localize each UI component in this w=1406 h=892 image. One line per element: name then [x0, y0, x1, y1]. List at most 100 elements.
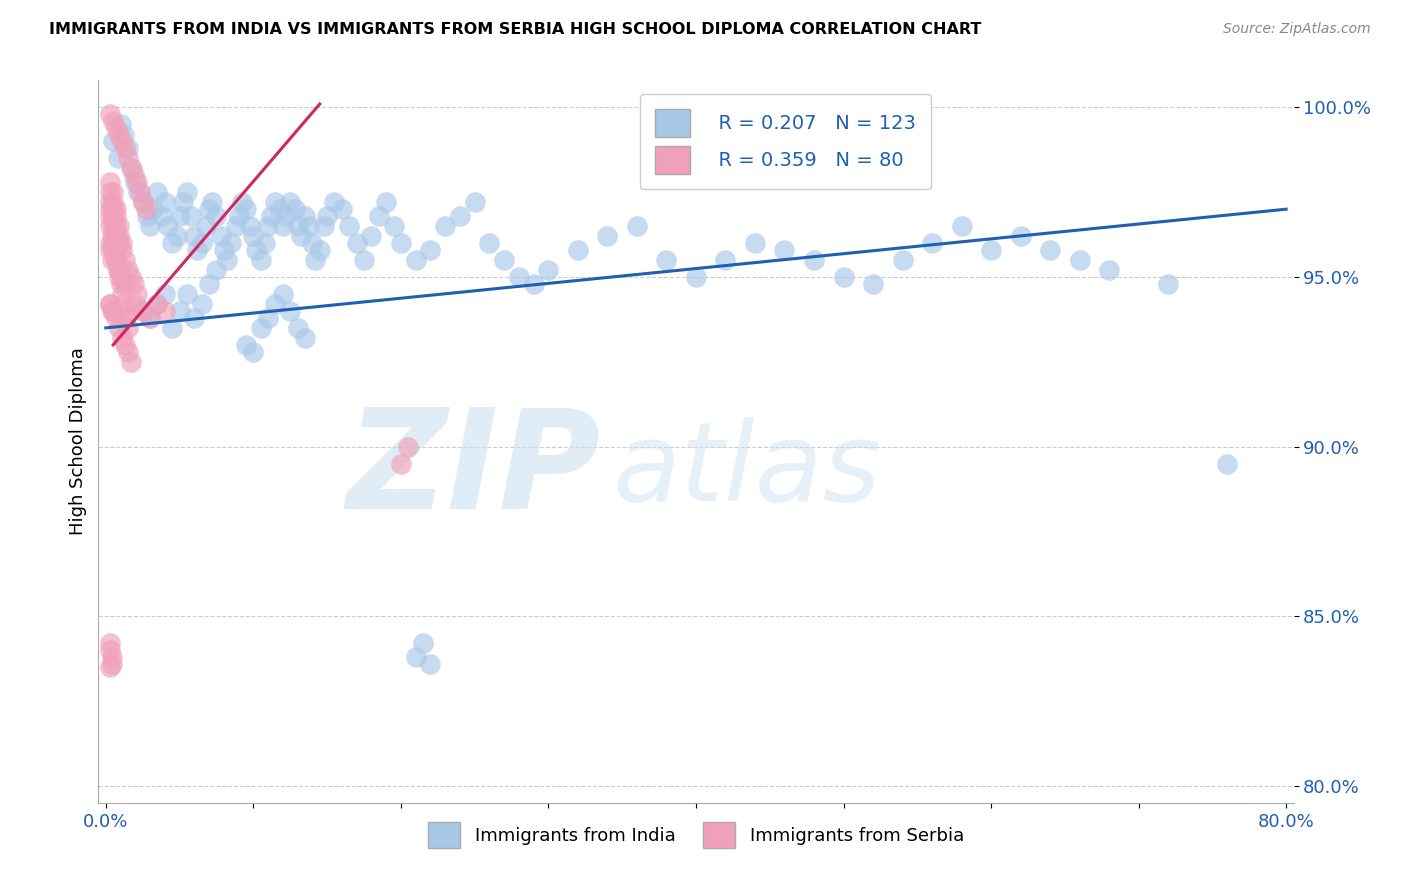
Point [105, 120, 128, 135]
Point [100, 229, 122, 244]
Point [160, 236, 183, 251]
Point [98, 209, 121, 223]
Point [655, 253, 678, 268]
Point [131, 195, 153, 210]
Point [239, 219, 262, 234]
Point [107, 151, 129, 165]
Point [139, 310, 162, 325]
Point [98, 636, 121, 650]
Point [980, 243, 1002, 257]
Point [101, 243, 124, 257]
Point [98, 219, 121, 234]
Point [1039, 243, 1062, 257]
Point [198, 202, 221, 217]
Point [131, 195, 153, 210]
Point [124, 297, 146, 311]
Point [160, 321, 183, 335]
Point [101, 202, 124, 217]
Point [337, 219, 360, 234]
Point [494, 253, 516, 268]
Point [773, 243, 796, 257]
Point [114, 338, 136, 352]
Point [105, 209, 128, 223]
Point [136, 209, 159, 223]
Point [316, 209, 339, 223]
Point [98, 236, 121, 251]
Point [186, 243, 208, 257]
Point [105, 202, 128, 217]
Point [117, 151, 139, 165]
Point [169, 304, 191, 318]
Point [122, 168, 145, 182]
Point [131, 304, 153, 318]
Point [139, 310, 162, 325]
Point [100, 649, 122, 664]
Point [405, 649, 427, 664]
Point [235, 202, 257, 217]
Point [1216, 457, 1239, 471]
Point [323, 195, 346, 210]
Point [294, 331, 316, 345]
Point [274, 209, 297, 223]
Text: IMMIGRANTS FROM INDIA VS IMMIGRANTS FROM SERBIA HIGH SCHOOL DIPLOMA CORRELATION : IMMIGRANTS FROM INDIA VS IMMIGRANTS FROM… [49, 22, 981, 37]
Point [101, 195, 124, 210]
Point [405, 253, 427, 268]
Point [225, 219, 247, 234]
Text: ZIP: ZIP [346, 403, 600, 538]
Point [419, 657, 441, 671]
Point [98, 202, 121, 217]
Point [744, 236, 766, 251]
Point [190, 236, 212, 251]
Point [98, 185, 121, 199]
Point [111, 287, 134, 301]
Point [114, 253, 136, 268]
Point [98, 643, 121, 657]
Point [209, 229, 232, 244]
Point [153, 287, 176, 301]
Point [215, 253, 238, 268]
Point [139, 219, 162, 234]
Point [567, 243, 589, 257]
Point [231, 195, 253, 210]
Point [249, 253, 271, 268]
Point [98, 297, 121, 311]
Point [367, 209, 389, 223]
Point [142, 202, 165, 217]
Point [112, 297, 135, 311]
Point [301, 236, 323, 251]
Point [257, 310, 280, 325]
Point [111, 236, 134, 251]
Point [110, 277, 132, 291]
Point [120, 161, 142, 176]
Point [862, 277, 884, 291]
Point [117, 321, 139, 335]
Point [101, 134, 124, 148]
Legend: Immigrants from India, Immigrants from Serbia: Immigrants from India, Immigrants from S… [420, 815, 972, 855]
Point [105, 219, 128, 234]
Point [131, 304, 153, 318]
Point [284, 202, 307, 217]
Point [1157, 277, 1180, 291]
Point [891, 253, 914, 268]
Point [257, 219, 280, 234]
Point [478, 236, 501, 251]
Point [183, 229, 205, 244]
Point [264, 195, 287, 210]
Point [242, 344, 264, 359]
Text: Source: ZipAtlas.com: Source: ZipAtlas.com [1223, 22, 1371, 37]
Point [121, 161, 143, 176]
Point [271, 287, 294, 301]
Point [832, 270, 855, 285]
Point [146, 185, 169, 199]
Point [596, 229, 619, 244]
Point [122, 277, 145, 291]
Point [176, 287, 198, 301]
Point [153, 304, 176, 318]
Point [98, 297, 121, 311]
Point [269, 202, 291, 217]
Point [108, 236, 131, 251]
Y-axis label: High School Diploma: High School Diploma [69, 348, 87, 535]
Point [287, 219, 309, 234]
Point [308, 243, 330, 257]
Point [537, 263, 560, 277]
